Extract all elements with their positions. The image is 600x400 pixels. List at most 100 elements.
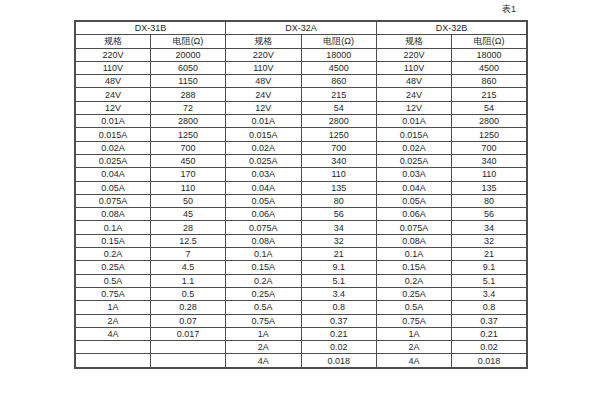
resistance-cell: 700: [301, 141, 376, 154]
spec-cell: 2A: [226, 341, 301, 354]
spec-cell: 220V: [75, 48, 150, 61]
resistance-cell: 34: [301, 221, 376, 234]
resistance-cell: 4.5: [150, 261, 225, 274]
spec-cell: 1A: [75, 301, 150, 314]
spec-cell: 0.06A: [226, 208, 301, 221]
resistance-cell: 54: [452, 101, 527, 114]
group-header-row: DX-31BDX-32ADX-32B: [75, 21, 527, 35]
group-header-dx-32b: DX-32B: [376, 21, 527, 35]
spec-cell: 0.025A: [376, 154, 451, 167]
resistance-cell: 80: [452, 194, 527, 207]
spec-cell: 0.04A: [75, 168, 150, 181]
resistance-cell: 0.21: [301, 327, 376, 340]
spec-cell: 110V: [75, 61, 150, 74]
table-row: 2A0.022A0.02: [75, 341, 527, 354]
spec-cell: 0.05A: [376, 194, 451, 207]
table-row: 0.075A500.05A800.05A80: [75, 194, 527, 207]
resistance-cell: 18000: [452, 48, 527, 61]
resistance-cell: 6050: [150, 61, 225, 74]
resistance-cell: 34: [452, 221, 527, 234]
resistance-cell: 80: [301, 194, 376, 207]
spec-cell: 0.08A: [75, 208, 150, 221]
spec-cell: 110V: [376, 61, 451, 74]
table-row: 0.5A1.10.2A5.10.2A5.1: [75, 274, 527, 287]
spec-cell: 0.075A: [376, 221, 451, 234]
spec-cell: 0.75A: [75, 287, 150, 300]
table-row: 0.2A70.1A210.1A21: [75, 248, 527, 261]
table-row: 110V6050110V4500110V4500: [75, 61, 527, 74]
resistance-cell: 1250: [452, 128, 527, 141]
resistance-cell: [150, 341, 225, 354]
spec-column-header: 规格: [226, 35, 301, 48]
resistance-cell: 0.018: [301, 354, 376, 368]
spec-cell: 0.02A: [75, 141, 150, 154]
spec-cell: 0.015A: [226, 128, 301, 141]
resistance-cell: 110: [301, 168, 376, 181]
spec-cell: 0.02A: [226, 141, 301, 154]
table-row: 0.01A28000.01A28000.01A2800: [75, 115, 527, 128]
table-row: 1A0.280.5A0.80.5A0.8: [75, 301, 527, 314]
table-row: 4A0.0184A0.018: [75, 354, 527, 368]
spec-cell: 0.1A: [376, 248, 451, 261]
spec-cell: 0.1A: [226, 248, 301, 261]
resistance-cell: 0.02: [301, 341, 376, 354]
resistance-cell: 21: [452, 248, 527, 261]
resistance-cell: 2800: [452, 115, 527, 128]
spec-cell: 2A: [376, 341, 451, 354]
resistance-cell: 28: [150, 221, 225, 234]
resistance-cell: 2800: [150, 115, 225, 128]
spec-cell: 0.01A: [376, 115, 451, 128]
resistance-cell: 0.07: [150, 314, 225, 327]
spec-cell: 0.075A: [75, 194, 150, 207]
table-row: 0.02A7000.02A7000.02A700: [75, 141, 527, 154]
resistance-cell: 860: [301, 75, 376, 88]
spec-cell: 48V: [226, 75, 301, 88]
resistance-cell: 12.5: [150, 234, 225, 247]
resistance-cell: 0.5: [150, 287, 225, 300]
table-row: 12V7212V5412V54: [75, 101, 527, 114]
spec-column-header: 规格: [75, 35, 150, 48]
resistance-cell: 340: [452, 154, 527, 167]
spec-cell: 4A: [75, 327, 150, 340]
resistance-cell: 215: [301, 88, 376, 101]
resistance-cell: 2800: [301, 115, 376, 128]
spec-cell: 0.25A: [376, 287, 451, 300]
spec-cell: [75, 354, 150, 368]
resistance-cell: 5.1: [301, 274, 376, 287]
resistance-cell: 170: [150, 168, 225, 181]
resistance-cell: 0.37: [301, 314, 376, 327]
resistance-cell: 5.1: [452, 274, 527, 287]
spec-cell: 0.015A: [75, 128, 150, 141]
spec-cell: 1A: [376, 327, 451, 340]
resistance-cell: 700: [452, 141, 527, 154]
spec-cell: 0.5A: [75, 274, 150, 287]
resistance-column-header: 电阻(Ω): [452, 35, 527, 48]
spec-cell: 0.025A: [226, 154, 301, 167]
resistance-cell: 9.1: [301, 261, 376, 274]
resistance-spec-table: DX-31BDX-32ADX-32B规格电阻(Ω)规格电阻(Ω)规格电阻(Ω) …: [74, 20, 528, 369]
resistance-cell: 72: [150, 101, 225, 114]
resistance-cell: 288: [150, 88, 225, 101]
spec-cell: 0.75A: [226, 314, 301, 327]
spec-cell: 0.03A: [376, 168, 451, 181]
table-row: 2A0.070.75A0.370.75A0.37: [75, 314, 527, 327]
spec-cell: 0.015A: [376, 128, 451, 141]
resistance-cell: 4500: [452, 61, 527, 74]
resistance-cell: 0.28: [150, 301, 225, 314]
resistance-cell: 7: [150, 248, 225, 261]
table-row: 24V28824V21524V215: [75, 88, 527, 101]
spec-cell: 1A: [226, 327, 301, 340]
spec-cell: 12V: [376, 101, 451, 114]
resistance-cell: 1250: [301, 128, 376, 141]
spec-cell: 0.2A: [226, 274, 301, 287]
spec-cell: 110V: [226, 61, 301, 74]
resistance-cell: 50: [150, 194, 225, 207]
spec-cell: 0.5A: [226, 301, 301, 314]
spec-cell: 48V: [75, 75, 150, 88]
table-row: 0.15A12.50.08A320.08A32: [75, 234, 527, 247]
spec-cell: 24V: [226, 88, 301, 101]
resistance-cell: 0.37: [452, 314, 527, 327]
spec-cell: 24V: [376, 88, 451, 101]
resistance-cell: 32: [301, 234, 376, 247]
spec-cell: 0.75A: [376, 314, 451, 327]
